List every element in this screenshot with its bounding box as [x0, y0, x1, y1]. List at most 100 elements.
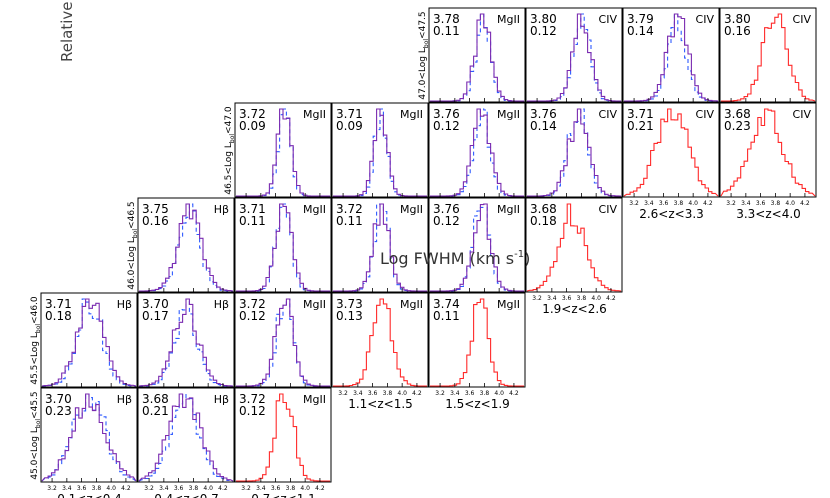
x-tick-label: 3.8: [92, 485, 102, 492]
histogram-panel: 3.760.12 MgII: [428, 102, 526, 198]
red-histogram: [236, 298, 330, 387]
x-tick-label: 3.6: [465, 390, 475, 397]
red-histogram: [139, 203, 234, 292]
column-redshift-label: 3.3<z<4.0: [736, 207, 801, 221]
column-redshift-label: 1.9<z<2.6: [542, 302, 607, 316]
x-tick-label: 3.6: [77, 485, 87, 492]
std-label: 0.12: [433, 119, 460, 133]
mean-label: 3.75: [142, 202, 169, 216]
panel-frame: [40, 387, 138, 483]
std-label: 0.23: [45, 404, 72, 418]
row-luminosity-label: 46.5<Log Lbol<47.0: [224, 106, 236, 195]
red-histogram: [527, 13, 621, 102]
std-label: 0.18: [45, 309, 72, 323]
std-label: 0.09: [336, 119, 363, 133]
emission-line-label: MgII: [400, 108, 423, 121]
panel-frame: [234, 197, 332, 293]
emission-line-label: Hβ: [117, 298, 132, 311]
red-histogram: [138, 298, 234, 387]
mean-label: 3.68: [724, 107, 751, 121]
mean-label: 3.71: [45, 297, 72, 311]
red-histogram: [721, 13, 816, 102]
panel-frame: [234, 102, 332, 198]
panel-frame: [137, 292, 235, 388]
x-tick-label: 3.4: [547, 295, 557, 302]
emission-line-label: MgII: [497, 108, 520, 121]
red-histogram: [624, 13, 719, 102]
x-tick-label: 3.8: [286, 485, 296, 492]
x-tick-label: 4.2: [703, 200, 713, 207]
y-axis-label-fragment: Relative: [58, 2, 76, 63]
histogram-panel: 3.800.12 CIV: [525, 7, 623, 103]
mean-label: 3.72: [239, 107, 266, 121]
mean-label: 3.76: [530, 107, 557, 121]
x-tick-label: 4.2: [218, 485, 228, 492]
row-luminosity-label: 45.5<Log Lbol<46.0: [30, 296, 42, 385]
x-tick-label: 4.0: [591, 295, 601, 302]
x-tick-label: 3.2: [629, 200, 639, 207]
emission-line-label: Hβ: [117, 393, 132, 406]
emission-line-label: Hβ: [214, 393, 229, 406]
x-tick-label: 3.2: [241, 485, 251, 492]
x-tick-label: 4.0: [494, 390, 504, 397]
x-tick-label: 3.8: [480, 390, 490, 397]
x-tick-label: 3.6: [174, 485, 184, 492]
panel-frame: [428, 292, 526, 388]
x-tick-label: 3.4: [62, 485, 72, 492]
x-tick-label: 4.2: [606, 295, 616, 302]
emission-line-label: MgII: [400, 298, 423, 311]
red-histogram: [623, 108, 719, 197]
std-label: 0.17: [142, 309, 169, 323]
x-tick-label: 3.8: [189, 485, 199, 492]
panel-frame: [428, 102, 526, 198]
histogram-panel: 3.760.12 MgII: [428, 197, 526, 293]
x-tick-label: 3.4: [450, 390, 460, 397]
x-tick-label: 3.2: [532, 295, 542, 302]
panel-frame: [40, 292, 138, 388]
histogram-panel: 3.800.16 CIV: [719, 7, 817, 103]
emission-line-label: CIV: [599, 108, 618, 121]
x-tick-label: 3.4: [644, 200, 654, 207]
std-label: 0.12: [239, 309, 266, 323]
emission-line-label: MgII: [303, 108, 326, 121]
std-label: 0.12: [239, 404, 266, 418]
panel-frame: [234, 292, 332, 388]
histogram-panel: 3.720.09 MgII: [234, 102, 332, 198]
std-label: 0.16: [724, 24, 751, 38]
std-label: 0.09: [239, 119, 266, 133]
x-tick-label: 3.8: [577, 295, 587, 302]
red-histogram: [138, 393, 234, 482]
x-tick-label: 3.8: [771, 200, 781, 207]
x-tick-label: 4.2: [121, 485, 131, 492]
panel-frame: [331, 102, 429, 198]
histogram-panel: 3.680.23 CIV 3.2 3.4 3.6 3.8 4.0 4.2: [719, 102, 817, 207]
red-histogram: [430, 108, 524, 197]
std-label: 0.23: [724, 119, 751, 133]
std-label: 0.12: [530, 24, 557, 38]
mean-label: 3.68: [142, 392, 169, 406]
red-histogram: [41, 393, 137, 482]
row-luminosity-label: 47.0<Log Lbol<47.5: [418, 11, 430, 99]
panel-frame: [525, 7, 623, 103]
x-tick-label: 3.4: [159, 485, 169, 492]
emission-line-label: CIV: [696, 13, 715, 26]
mean-label: 3.70: [45, 392, 72, 406]
red-histogram: [430, 203, 524, 292]
red-histogram: [236, 108, 330, 197]
row-luminosity-label: 46.0<Log Lbol<46.5: [127, 201, 139, 289]
red-histogram: [236, 393, 330, 482]
histogram-panel: 3.790.14 CIV: [622, 7, 720, 103]
x-tick-label: 4.2: [315, 485, 325, 492]
x-tick-label: 4.2: [412, 390, 422, 397]
mean-label: 3.76: [433, 202, 460, 216]
x-tick-label: 3.8: [383, 390, 393, 397]
histogram-panel: 3.780.11 MgII: [428, 7, 526, 103]
x-tick-label: 3.2: [726, 200, 736, 207]
std-label: 0.11: [239, 214, 266, 228]
histogram-panel: 3.760.14 CIV: [525, 102, 623, 198]
x-tick-label: 4.2: [800, 200, 810, 207]
mean-label: 3.71: [627, 107, 654, 121]
mean-label: 3.79: [627, 12, 654, 26]
emission-line-label: CIV: [793, 108, 812, 121]
column-redshift-label: 0.1<z<0.4: [57, 492, 122, 498]
